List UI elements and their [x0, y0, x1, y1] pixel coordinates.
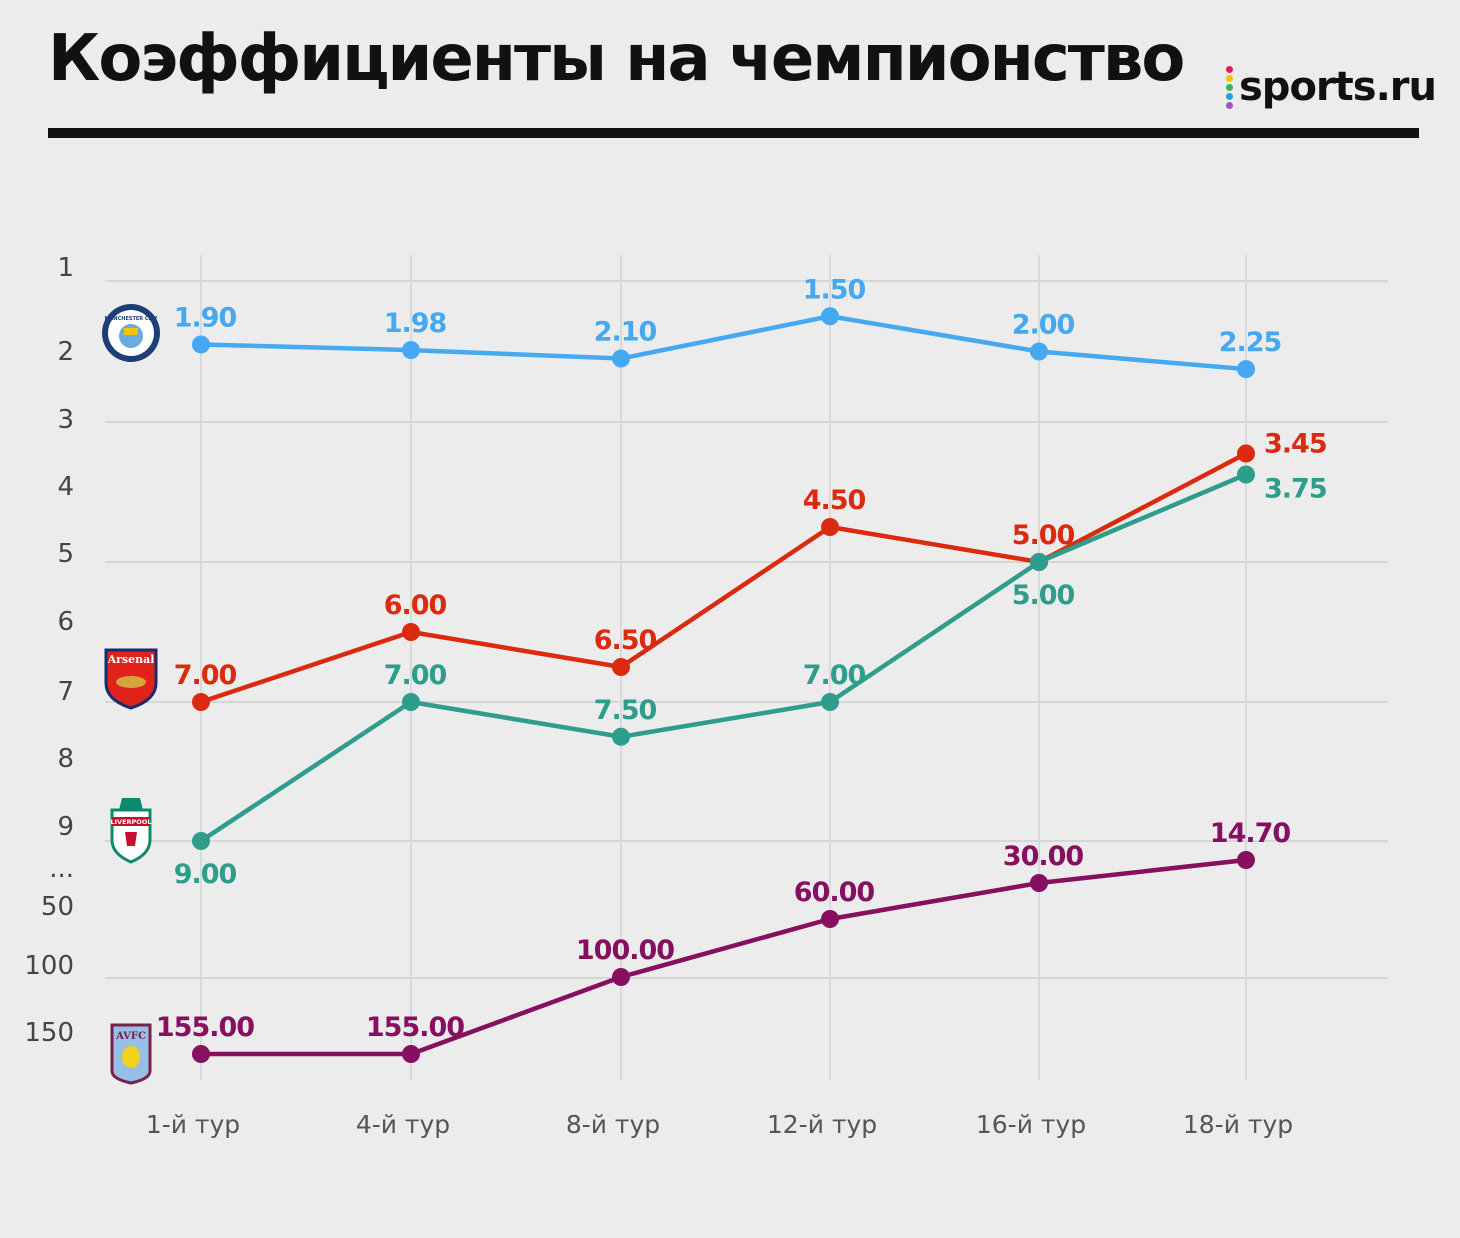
crest-aston-villa-icon: AVFC	[110, 1023, 152, 1085]
crest-liverpool-icon: LIVERPOOL	[110, 798, 152, 864]
crest-text: Arsenal	[107, 653, 155, 666]
data-label: 7.00	[174, 660, 237, 691]
data-point	[1237, 360, 1255, 379]
logo-dots-icon	[1226, 65, 1233, 109]
x-tick-label: 4-й тур	[356, 1110, 450, 1139]
y-tick-label: 50	[41, 892, 74, 922]
crest-shape	[119, 798, 143, 810]
crest-shape	[112, 817, 150, 826]
data-label: 155.00	[366, 1012, 464, 1043]
chart-title: Коэффициенты на чемпионство	[48, 22, 1185, 96]
data-point	[192, 693, 210, 711]
data-label: 4.50	[803, 485, 866, 516]
data-label: 9.00	[174, 859, 237, 890]
data-point	[821, 518, 839, 536]
crest-shape	[122, 1046, 140, 1068]
crest-shape	[116, 676, 146, 688]
data-point	[192, 832, 210, 850]
data-label: 60.00	[794, 877, 875, 908]
data-label: 1.98	[384, 308, 447, 339]
y-tick-label: 4	[57, 472, 74, 502]
data-point	[612, 968, 630, 986]
y-tick-label: 9	[57, 812, 74, 842]
data-point	[612, 658, 630, 676]
crest-shape	[124, 328, 138, 335]
data-point	[192, 335, 210, 354]
data-label: 2.00	[1012, 310, 1075, 341]
series-line	[200, 314, 1247, 372]
data-point	[821, 307, 839, 326]
logo-text: sports.ru	[1239, 64, 1437, 110]
data-label: 6.00	[384, 590, 447, 621]
crest-text: LIVERPOOL	[111, 818, 152, 826]
data-label: 14.70	[1210, 818, 1291, 849]
y-tick-label: 7	[57, 677, 74, 707]
data-point	[1030, 874, 1048, 892]
crest-arsenal-icon: Arsenal	[104, 648, 158, 710]
data-point	[1030, 553, 1048, 571]
data-label: 7.00	[803, 660, 866, 691]
data-label: 6.50	[594, 625, 657, 656]
data-point	[402, 623, 420, 641]
data-point	[1237, 465, 1255, 484]
y-tick-label: 6	[57, 607, 74, 637]
data-label: 100.00	[576, 935, 674, 966]
data-label: 3.75	[1264, 474, 1327, 505]
crest-shape	[119, 324, 143, 348]
data-point	[612, 727, 630, 746]
data-label: 30.00	[1003, 841, 1084, 872]
data-label: 5.00	[1012, 580, 1075, 611]
y-tick-label: 2	[57, 337, 74, 367]
sports-ru-logo: sports.ru	[1226, 64, 1437, 110]
data-point	[402, 1045, 420, 1063]
data-point	[612, 349, 630, 368]
data-label: 7.00	[384, 660, 447, 691]
crest-text: MANCHESTER CITY	[105, 316, 158, 322]
data-label: 3.45	[1264, 429, 1327, 460]
data-point	[1237, 851, 1255, 869]
data-label: 2.25	[1219, 327, 1282, 358]
data-point	[1237, 444, 1255, 463]
y-tick-label: 150	[24, 1018, 74, 1048]
x-tick-label: 18-й тур	[1183, 1110, 1293, 1139]
y-tick-label: ...	[49, 854, 74, 884]
data-label: 5.00	[1012, 520, 1075, 551]
data-point	[402, 341, 420, 360]
crest-shape	[125, 832, 137, 846]
data-label: 2.10	[594, 317, 657, 348]
y-tick-label: 5	[57, 539, 74, 569]
x-tick-label: 8-й тур	[566, 1110, 660, 1139]
series-line	[201, 857, 1247, 1057]
title-rule	[48, 128, 1419, 138]
y-tick-label: 3	[57, 405, 74, 435]
y-tick-label: 100	[24, 951, 74, 981]
x-tick-label: 1-й тур	[146, 1110, 240, 1139]
series-line	[199, 472, 1247, 843]
x-tick-label: 16-й тур	[976, 1110, 1086, 1139]
crest-manchester-city-icon: MANCHESTER CITY	[102, 304, 160, 362]
data-point	[192, 1045, 210, 1063]
data-label: 1.50	[803, 274, 866, 305]
data-label: 7.50	[594, 695, 657, 726]
data-point	[821, 693, 839, 711]
data-label: 1.90	[174, 302, 237, 333]
data-point	[821, 910, 839, 928]
crest-text: AVFC	[115, 1031, 146, 1042]
data-point	[1030, 342, 1048, 361]
x-tick-label: 12-й тур	[767, 1110, 877, 1139]
y-tick-label: 1	[57, 253, 74, 283]
data-point	[402, 693, 420, 711]
y-tick-label: 8	[57, 744, 74, 774]
data-label: 155.00	[156, 1012, 254, 1043]
series-line	[200, 451, 1248, 705]
